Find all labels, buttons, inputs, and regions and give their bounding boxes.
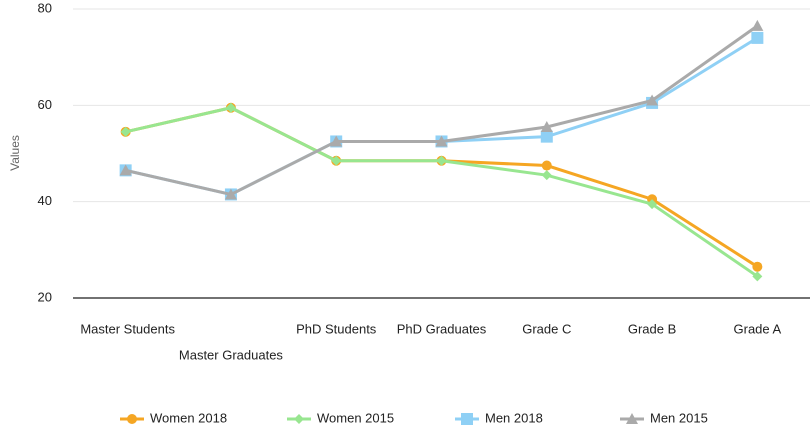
marker [751, 19, 764, 31]
legend-marker [461, 413, 473, 425]
marker [751, 31, 764, 44]
y-axis-title: Values [8, 135, 22, 171]
marker [752, 261, 763, 272]
marker [646, 94, 659, 106]
series-line [125, 36, 759, 197]
series-line [125, 106, 759, 268]
x-tick-label: Grade A [734, 321, 782, 336]
marker [540, 130, 553, 143]
legend-marker [626, 413, 638, 424]
y-tick-label: 60 [38, 97, 52, 112]
marker [330, 135, 343, 147]
marker [224, 188, 237, 200]
y-tick-label: 20 [38, 289, 52, 304]
marker [119, 164, 132, 176]
marker [225, 102, 236, 113]
y-tick-label: 80 [38, 0, 52, 15]
x-tick-label: Master Graduates [179, 347, 284, 362]
legend-marker [127, 414, 137, 424]
x-tick-label: Grade B [628, 321, 676, 336]
marker [331, 155, 342, 166]
legend-marker [294, 414, 304, 424]
marker [541, 160, 552, 171]
marker [435, 135, 448, 147]
legend-label: Women 2018 [150, 410, 227, 425]
marker [120, 126, 131, 137]
marker [541, 170, 552, 181]
x-tick-label: PhD Graduates [397, 321, 487, 336]
marker [540, 121, 553, 133]
marker [436, 155, 447, 166]
marker [752, 271, 763, 282]
legend-label: Men 2018 [485, 410, 543, 425]
marker [647, 199, 658, 210]
x-tick-label: PhD Students [296, 321, 377, 336]
x-tick-label: Grade C [522, 321, 571, 336]
legend-label: Men 2015 [650, 410, 708, 425]
legend-label: Women 2015 [317, 410, 394, 425]
y-tick-label: 40 [38, 193, 52, 208]
x-tick-label: Master Students [80, 321, 175, 336]
